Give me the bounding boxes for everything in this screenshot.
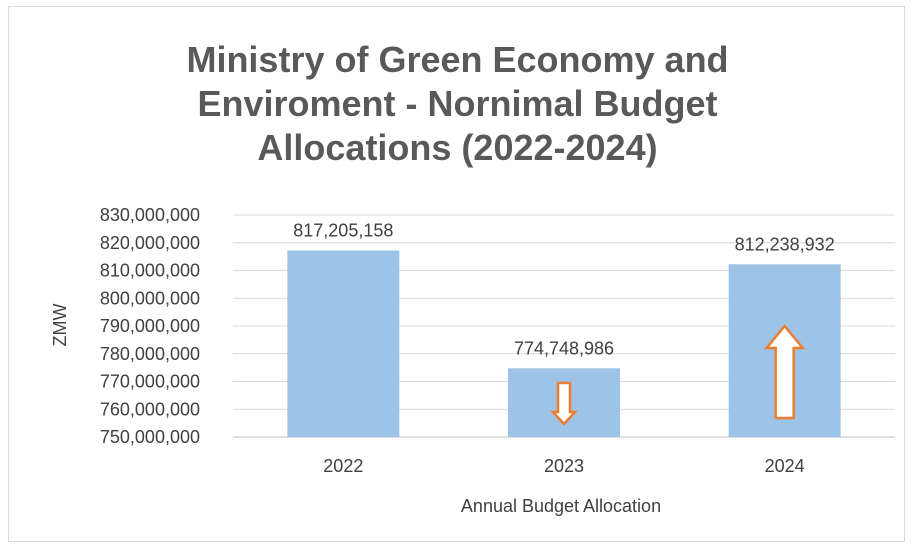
chart-title: Ministry of Green Economy and Enviroment… <box>0 38 915 170</box>
y-tick-label: 790,000,000 <box>100 316 200 336</box>
y-tick-label: 770,000,000 <box>100 372 200 392</box>
data-label-2022: 817,205,158 <box>293 221 393 241</box>
trend-arrows <box>550 324 806 426</box>
x-axis-title: Annual Budget Allocation <box>461 496 661 516</box>
chart-title-line-1: Ministry of Green Economy and <box>186 39 729 80</box>
y-tick-label: 800,000,000 <box>100 288 200 308</box>
x-tick-label-2022: 2022 <box>323 456 363 476</box>
y-tick-label: 830,000,000 <box>100 205 200 225</box>
data-label-2023: 774,748,986 <box>514 338 614 358</box>
y-tick-label: 820,000,000 <box>100 233 200 253</box>
y-axis-tick-labels: 750,000,000 760,000,000 770,000,000 780,000… <box>100 205 200 447</box>
arrow-up-icon <box>764 324 806 420</box>
arrow-down-icon <box>550 381 578 426</box>
y-tick-label: 780,000,000 <box>100 344 200 364</box>
y-axis-title: ZMW <box>50 304 70 347</box>
y-tick-label: 750,000,000 <box>100 427 200 447</box>
y-tick-label: 810,000,000 <box>100 261 200 281</box>
y-tick-label: 760,000,000 <box>100 399 200 419</box>
x-tick-label-2024: 2024 <box>765 456 805 476</box>
chart-title-line-3: Allocations (2022-2024) <box>257 127 658 168</box>
data-label-2024: 812,238,932 <box>735 234 835 254</box>
chart-title-line-2: Enviroment - Nornimal Budget <box>197 83 718 124</box>
bar-2022 <box>287 250 400 437</box>
x-tick-label-2023: 2023 <box>544 456 584 476</box>
x-axis-tick-labels: 2022 2023 2024 <box>323 456 804 476</box>
data-labels: 817,205,158 774,748,986 812,238,932 <box>293 221 834 359</box>
